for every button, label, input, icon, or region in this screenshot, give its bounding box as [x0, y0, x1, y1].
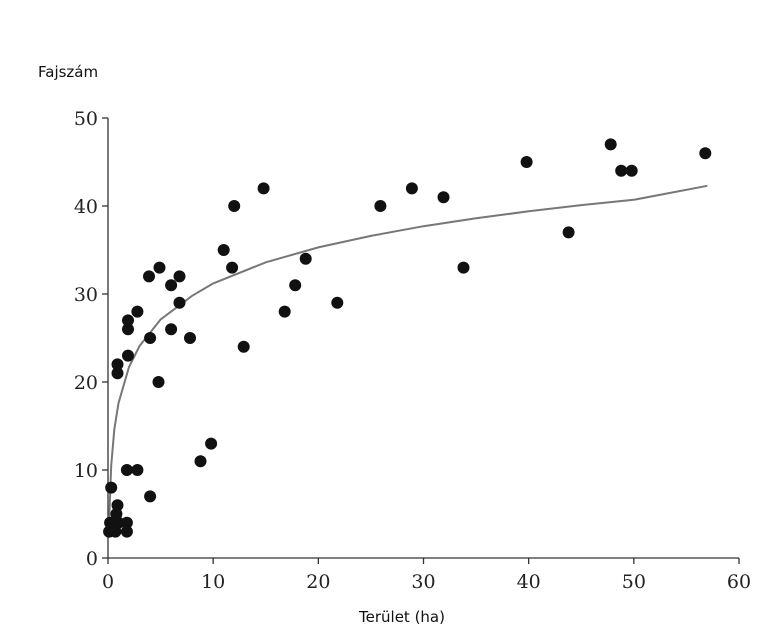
data-point — [122, 323, 134, 336]
data-point — [257, 182, 270, 195]
data-point — [144, 490, 157, 503]
data-point — [165, 323, 178, 336]
data-point — [153, 261, 166, 274]
data-point — [131, 464, 144, 476]
data-point — [152, 376, 165, 388]
data-point — [405, 182, 418, 195]
y-tick-label: 50 — [74, 108, 98, 130]
data-point — [299, 252, 312, 265]
x-tick-label: 50 — [622, 571, 646, 593]
data-point — [122, 349, 134, 362]
data-point — [625, 164, 638, 177]
data-point — [520, 156, 533, 168]
y-tick-label: 30 — [74, 284, 98, 306]
data-point — [217, 244, 230, 256]
x-tick-label: 40 — [517, 571, 541, 593]
axis-ticks: 0 10 20 30 40 50 60 0 10 20 30 40 50 — [74, 108, 751, 593]
x-tick-label: 60 — [727, 571, 751, 593]
x-tick-label: 30 — [411, 571, 435, 593]
data-point — [374, 200, 387, 212]
data-point — [112, 516, 125, 529]
data-point — [289, 279, 302, 292]
data-point — [173, 296, 186, 309]
y-tick-label: 20 — [74, 372, 98, 394]
data-point — [205, 437, 218, 450]
data-point — [120, 516, 133, 529]
data-point — [237, 340, 250, 353]
x-tick-label: 10 — [201, 571, 225, 593]
x-tick-label: 0 — [102, 571, 114, 593]
data-point — [165, 279, 178, 292]
x-tick-label: 20 — [306, 571, 330, 593]
data-point — [562, 226, 575, 239]
data-point — [457, 261, 470, 274]
data-point — [228, 200, 241, 212]
x-axis-title: Terület (ha) — [358, 608, 445, 626]
data-point — [120, 525, 133, 538]
data-point — [105, 481, 118, 494]
data-point — [184, 332, 196, 344]
data-point — [194, 455, 207, 468]
data-point — [615, 164, 628, 177]
data-point — [331, 296, 344, 309]
y-tick-label: 0 — [86, 548, 98, 570]
y-tick-label: 10 — [74, 460, 98, 482]
data-point — [226, 261, 239, 274]
data-point — [122, 314, 134, 327]
data-points — [103, 138, 712, 538]
y-axis-title: Fajszám — [38, 63, 98, 81]
data-point — [699, 147, 712, 160]
data-point — [143, 270, 155, 283]
data-point — [173, 270, 186, 283]
y-tick-label: 40 — [74, 196, 98, 218]
data-point — [437, 191, 450, 204]
data-point — [278, 305, 291, 318]
data-point — [111, 499, 124, 512]
data-point — [604, 138, 617, 151]
data-point — [144, 332, 157, 344]
data-point — [131, 305, 144, 318]
data-point — [111, 367, 124, 380]
data-point — [111, 358, 124, 371]
fit-curve — [108, 184, 708, 523]
data-point — [120, 464, 133, 476]
